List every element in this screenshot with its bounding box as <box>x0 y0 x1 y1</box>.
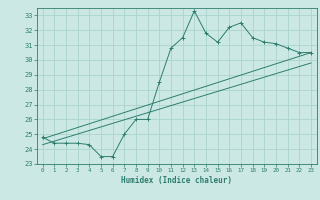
X-axis label: Humidex (Indice chaleur): Humidex (Indice chaleur) <box>121 176 232 185</box>
